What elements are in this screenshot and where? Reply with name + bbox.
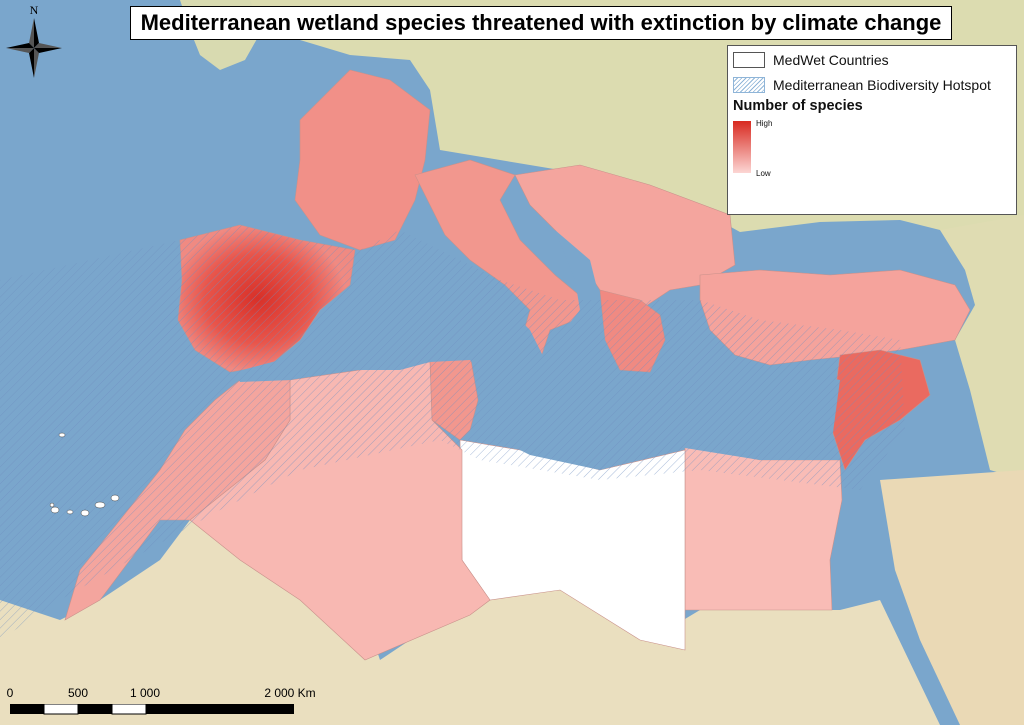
land-turkey-east xyxy=(940,215,1024,480)
legend-item-hotspot: Mediterranean Biodiversity Hotspot xyxy=(733,77,991,93)
scale-label-1000: 1 000 xyxy=(129,686,161,700)
hotspot-hatch xyxy=(0,225,905,640)
north-arrow: N xyxy=(6,3,62,78)
north-label: N xyxy=(30,3,39,17)
legend-label-medwet: MedWet Countries xyxy=(773,52,889,68)
color-ramp xyxy=(733,121,751,173)
map-title: Mediterranean wetland species threatened… xyxy=(130,6,952,40)
compass-rose-icon xyxy=(6,18,62,78)
scale-label-2000: 2 000 Km xyxy=(264,686,316,700)
white-fill-swatch-icon xyxy=(733,52,765,68)
blue-hatch-swatch-icon xyxy=(733,77,765,93)
scale-label-0: 0 xyxy=(6,686,14,700)
scale-label-500: 500 xyxy=(67,686,89,700)
scale-segments xyxy=(10,704,294,715)
ramp-high-label: High xyxy=(756,119,773,128)
legend-heading: Number of species xyxy=(733,98,863,114)
legend-item-medwet: MedWet Countries xyxy=(733,52,889,68)
ramp-low-label: Low xyxy=(756,169,771,178)
country-france[interactable] xyxy=(294,69,431,251)
canary-islands xyxy=(49,432,120,517)
legend: MedWet Countries Mediterranean Biodivers… xyxy=(727,45,1017,215)
scale-bar: 0 500 1 000 2 000 Km xyxy=(5,686,345,722)
land-arabia xyxy=(880,470,1024,725)
land-sahara-south xyxy=(0,520,940,725)
legend-label-hotspot: Mediterranean Biodiversity Hotspot xyxy=(773,77,991,93)
